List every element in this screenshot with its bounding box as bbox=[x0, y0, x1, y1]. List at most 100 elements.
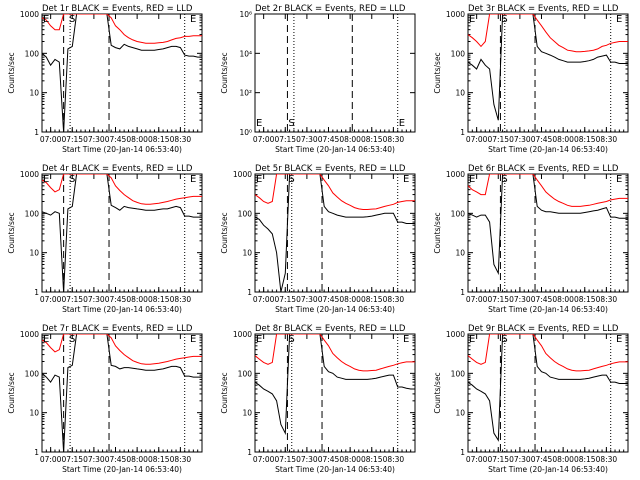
x-tick-label: 08:15 bbox=[574, 295, 596, 304]
y-tick-label: 1 bbox=[460, 128, 465, 137]
x-tick-label: 07:15 bbox=[274, 135, 296, 144]
x-tick-label: 08:30 bbox=[383, 295, 405, 304]
x-tick-label: 07:45 bbox=[105, 295, 127, 304]
y-tick-label: 10 bbox=[242, 409, 252, 418]
start-marker: S bbox=[501, 174, 507, 185]
y-tick-label: 100 bbox=[25, 369, 40, 378]
x-tick-label: 08:15 bbox=[361, 135, 383, 144]
x-tick-label: 07:15 bbox=[274, 455, 296, 464]
x-tick-label: 08:30 bbox=[170, 135, 192, 144]
x-tick-label: 08:15 bbox=[148, 295, 170, 304]
x-tick-label: 08:00 bbox=[552, 455, 574, 464]
end-marker: E bbox=[403, 334, 409, 345]
panel-det-7: Det 7r BLACK = Events, RED = LLD 1 10 100 10… bbox=[7, 324, 203, 474]
end-marker: E bbox=[190, 174, 196, 185]
y-axis-label: Counts/sec bbox=[220, 52, 229, 93]
x-tick-label: 08:15 bbox=[361, 295, 383, 304]
y-tick-label: 10⁴ bbox=[239, 49, 252, 58]
plot-frame bbox=[41, 333, 203, 453]
x-tick-label: 08:30 bbox=[596, 295, 618, 304]
x-tick-label: 07:00 bbox=[253, 295, 275, 304]
x-tick-label: 08:00 bbox=[552, 295, 574, 304]
plot-frame bbox=[254, 13, 416, 133]
panel-det-9: Det 9r BLACK = Events, RED = LLD 1 10 100 10… bbox=[433, 324, 629, 474]
end-marker: E bbox=[403, 174, 409, 185]
lld-series-line bbox=[468, 14, 628, 53]
y-tick-label: 10⁶ bbox=[239, 10, 252, 19]
end-marker: E bbox=[256, 174, 262, 185]
events-series-line bbox=[255, 334, 415, 436]
y-tick-label: 10 bbox=[455, 249, 465, 258]
plot-frame bbox=[467, 333, 629, 453]
panel-title: Det 1r BLACK = Events, RED = LLD bbox=[42, 4, 193, 14]
x-tick-label: 07:15 bbox=[61, 135, 83, 144]
events-series-line bbox=[468, 14, 628, 121]
x-tick-label: 07:00 bbox=[40, 295, 62, 304]
y-tick-label: 1000 bbox=[20, 170, 39, 179]
y-tick-label: 1 bbox=[34, 288, 39, 297]
x-axis-label: Start Time (20-Jan-14 06:53:40) bbox=[488, 145, 608, 154]
y-tick-label: 1000 bbox=[446, 10, 465, 19]
y-tick-label: 10 bbox=[29, 249, 39, 258]
panel-title: Det 3r BLACK = Events, RED = LLD bbox=[468, 4, 619, 14]
end-marker: E bbox=[469, 14, 475, 25]
y-tick-label: 1000 bbox=[233, 170, 252, 179]
x-tick-label: 08:15 bbox=[574, 455, 596, 464]
x-tick-label: 08:00 bbox=[339, 455, 361, 464]
x-tick-label: 07:00 bbox=[466, 455, 488, 464]
y-tick-label: 1 bbox=[247, 288, 252, 297]
start-marker: S bbox=[288, 118, 294, 129]
y-tick-label: 100 bbox=[25, 209, 40, 218]
plot-frame bbox=[254, 173, 416, 293]
y-axis-label: Counts/sec bbox=[7, 372, 16, 413]
x-tick-label: 07:45 bbox=[531, 135, 553, 144]
x-tick-label: 08:15 bbox=[574, 135, 596, 144]
x-tick-label: 07:15 bbox=[487, 295, 509, 304]
x-tick-label: 07:45 bbox=[531, 455, 553, 464]
y-tick-label: 10 bbox=[455, 409, 465, 418]
x-tick-label: 08:00 bbox=[126, 295, 148, 304]
x-tick-label: 07:30 bbox=[83, 455, 105, 464]
y-tick-label: 10 bbox=[242, 249, 252, 258]
panel-title: Det 4r BLACK = Events, RED = LLD bbox=[42, 164, 193, 174]
y-tick-label: 10 bbox=[29, 89, 39, 98]
start-marker: S bbox=[501, 334, 507, 345]
x-tick-label: 07:30 bbox=[83, 135, 105, 144]
y-axis-label: Counts/sec bbox=[220, 212, 229, 253]
panel-title: Det 8r BLACK = Events, RED = LLD bbox=[255, 324, 406, 334]
y-axis-label: Counts/sec bbox=[433, 372, 442, 413]
y-tick-label: 10² bbox=[239, 89, 252, 98]
x-tick-label: 08:00 bbox=[339, 135, 361, 144]
end-marker: E bbox=[43, 174, 49, 185]
x-tick-label: 08:15 bbox=[361, 455, 383, 464]
x-axis-label: Start Time (20-Jan-14 06:53:40) bbox=[488, 465, 608, 474]
plot-frame bbox=[467, 13, 629, 133]
x-tick-label: 08:00 bbox=[339, 295, 361, 304]
x-tick-label: 07:45 bbox=[105, 455, 127, 464]
end-marker: E bbox=[616, 334, 622, 345]
lld-series-line bbox=[468, 334, 628, 372]
x-tick-label: 07:00 bbox=[466, 135, 488, 144]
events-series-line bbox=[468, 334, 628, 442]
panel-det-4: Det 4r BLACK = Events, RED = LLD 1 10 100 10… bbox=[7, 164, 203, 314]
y-tick-label: 1 bbox=[247, 448, 252, 457]
y-tick-label: 1 bbox=[34, 448, 39, 457]
end-marker: E bbox=[616, 14, 622, 25]
start-marker: S bbox=[288, 174, 294, 185]
y-tick-label: 1000 bbox=[446, 170, 465, 179]
x-tick-label: 07:15 bbox=[61, 455, 83, 464]
y-axis-label: Counts/sec bbox=[7, 52, 16, 93]
x-axis-label: Start Time (20-Jan-14 06:53:40) bbox=[62, 305, 182, 314]
panel-title: Det 2r BLACK = Events, RED = LLD bbox=[255, 4, 406, 14]
x-tick-label: 07:30 bbox=[296, 295, 318, 304]
plot-frame bbox=[41, 173, 203, 293]
x-tick-label: 07:00 bbox=[40, 455, 62, 464]
end-marker: E bbox=[43, 14, 49, 25]
y-tick-label: 1000 bbox=[20, 330, 39, 339]
x-tick-label: 07:00 bbox=[466, 295, 488, 304]
y-tick-label: 10 bbox=[455, 89, 465, 98]
x-tick-label: 07:45 bbox=[531, 295, 553, 304]
lld-series-line bbox=[255, 174, 415, 210]
events-series-line bbox=[42, 174, 202, 292]
